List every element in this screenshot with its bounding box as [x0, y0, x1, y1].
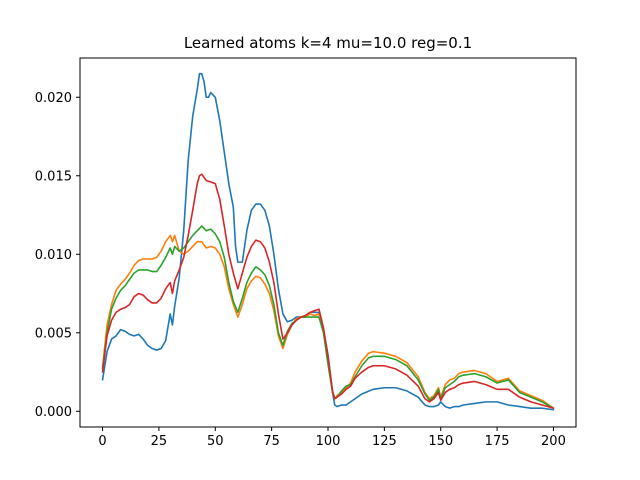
x-tick-label: 150 — [428, 434, 453, 449]
y-tick-label: 0.000 — [35, 405, 72, 420]
x-tick-label: 100 — [316, 434, 341, 449]
y-tick-label: 0.020 — [35, 91, 72, 106]
x-tick-label: 50 — [207, 434, 224, 449]
chart-title: Learned atoms k=4 mu=10.0 reg=0.1 — [184, 34, 472, 52]
y-tick-label: 0.005 — [35, 326, 72, 341]
x-tick-label: 125 — [372, 434, 397, 449]
y-tick-label: 0.015 — [35, 169, 72, 184]
x-tick-label: 75 — [263, 434, 280, 449]
x-tick-label: 200 — [541, 434, 566, 449]
x-tick-label: 175 — [485, 434, 510, 449]
x-tick-label: 0 — [98, 434, 106, 449]
x-tick-label: 25 — [151, 434, 168, 449]
y-tick-label: 0.010 — [35, 248, 72, 263]
